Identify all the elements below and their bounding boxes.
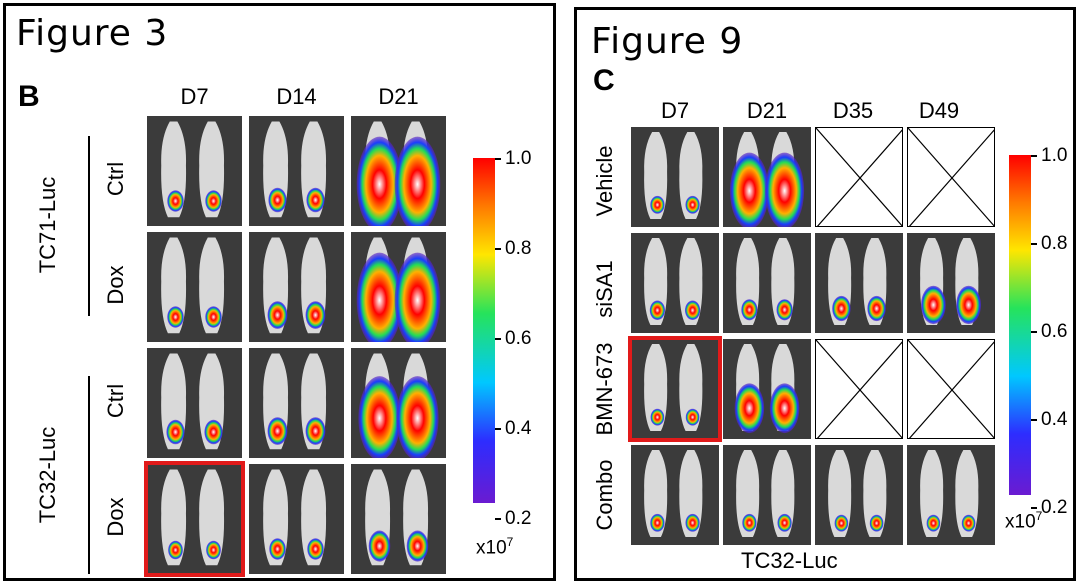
fig3-tick-label-3: 0.4 [505,417,532,439]
fig3-tickmark-0 [495,158,501,160]
fig3-colorbar [473,158,495,503]
figure-9-panel-letter: C [593,64,615,97]
fig9-tick-label-1: 0.8 [1041,233,1068,255]
fig3-tick-label-0: 1.0 [505,148,532,169]
fig3-image-r4-c1 [147,464,242,574]
fig3-group-label-tc71: TC71-Luc [35,176,60,274]
fig9-image-r2-c1 [631,233,719,333]
fig9-tickmark-0 [1031,155,1037,157]
fig3-image-r2-c3 [351,232,446,342]
fig3-tickmark-3 [495,427,501,430]
fig9-tickmark-2 [1031,331,1037,334]
fig9-image-r3-c3 [815,339,903,439]
fig9-col-label-d35: D35 [832,98,874,123]
fig9-image-r3-c4 [907,339,995,439]
fig9-image-r3-c1 [631,339,719,439]
fig3-row-label-ctrl-1: Ctrl [103,161,128,197]
fig9-image-r3-c2 [723,339,811,439]
fig3-unit-base: x10 [476,537,507,559]
tc32-group-line [88,376,90,574]
figure-9-title: Figure 9 [591,21,744,62]
fig3-image-r3-c2 [249,348,344,458]
fig3-tickmark-2 [495,337,501,340]
fig3-image-r1-c3 [351,116,446,226]
fig3-image-r4-c2 [249,464,344,574]
fig3-highlight-box [144,461,245,577]
fig3-image-r2-c2 [249,232,344,342]
fig3-image-r3-c3 [351,348,446,458]
fig9-col-label-d49: D49 [918,98,960,123]
fig9-image-r4-c4 [907,445,995,545]
fig9-image-r2-c4 [907,233,995,333]
fig9-image-r1-c1 [631,127,719,227]
fig3-colorbar-unit: x107 [476,536,513,557]
fig3-tickmark-4 [495,517,501,520]
fig3-tick-label-1: 0.8 [505,237,532,259]
fig9-colorbar-unit: x107 [1005,510,1042,531]
fig9-tick-label-4: 0.2 [1041,497,1068,519]
fig3-image-r2-c1 [147,232,242,342]
fig9-highlight-box [628,336,722,442]
fig3-image-r1-c2 [249,116,344,226]
fig9-tickmark-1 [1031,243,1037,246]
fig9-row-label-vehicle: Vehicle [592,145,617,217]
fig9-col-label-d7: D7 [660,98,690,123]
figure-9-panel: Figure 9 C D7 D21 D35 D49 Vehicle siSA1 … [574,7,1076,581]
fig9-image-r1-c3 [815,127,903,227]
fig9-footer-label: TC32-Luc [741,548,838,573]
fig9-image-r4-c3 [815,445,903,545]
fig3-unit-exp: 7 [506,535,514,549]
fig9-row-label-sisa1: siSA1 [592,260,617,318]
fig3-tick-label-2: 0.6 [505,327,532,349]
fig3-row-label-dox-2: Dox [103,497,128,537]
fig3-col-label-d7: D7 [180,84,209,109]
fig9-tick-label-3: 0.4 [1041,409,1068,431]
fig3-col-label-d14: D14 [276,84,317,109]
fig3-image-r4-c3 [351,464,446,574]
fig9-col-label-d21: D21 [746,98,788,123]
fig9-image-r4-c1 [631,445,719,545]
fig9-image-r4-c2 [723,445,811,545]
fig3-group-label-tc32: TC32-Luc [35,426,60,524]
fig9-image-r1-c4 [907,127,995,227]
fig3-row-label-ctrl-2: Ctrl [103,383,128,419]
fig9-unit-base: x10 [1005,511,1036,533]
fig3-image-r3-c1 [147,348,242,458]
fig9-tick-label-0: 1.0 [1041,145,1068,166]
fig9-row-label-bmn673: BMN-673 [592,342,617,436]
fig3-row-label-dox-1: Dox [103,265,128,305]
figure-3-panel-letter: B [18,80,40,113]
fig3-tickmark-1 [495,247,501,250]
figure-3-panel: Figure 3 B D7 D14 D21 TC71-Luc TC32-Luc … [3,3,556,581]
fig9-image-r1-c2 [723,127,811,227]
fig9-row-label-combo: Combo [592,459,617,531]
fig9-colorbar [1009,155,1031,495]
fig9-tick-label-2: 0.6 [1041,321,1068,343]
fig9-unit-exp: 7 [1035,509,1043,523]
fig3-tick-label-4: 0.2 [505,507,532,529]
fig9-tickmark-3 [1031,419,1037,422]
fig3-image-r1-c1 [147,116,242,226]
figure-3-title: Figure 3 [16,13,169,54]
fig9-tickmark-4 [1031,507,1037,510]
fig3-col-label-d21: D21 [378,84,419,109]
tc71-group-line [88,136,90,316]
fig9-image-r2-c3 [815,233,903,333]
fig9-image-r2-c2 [723,233,811,333]
